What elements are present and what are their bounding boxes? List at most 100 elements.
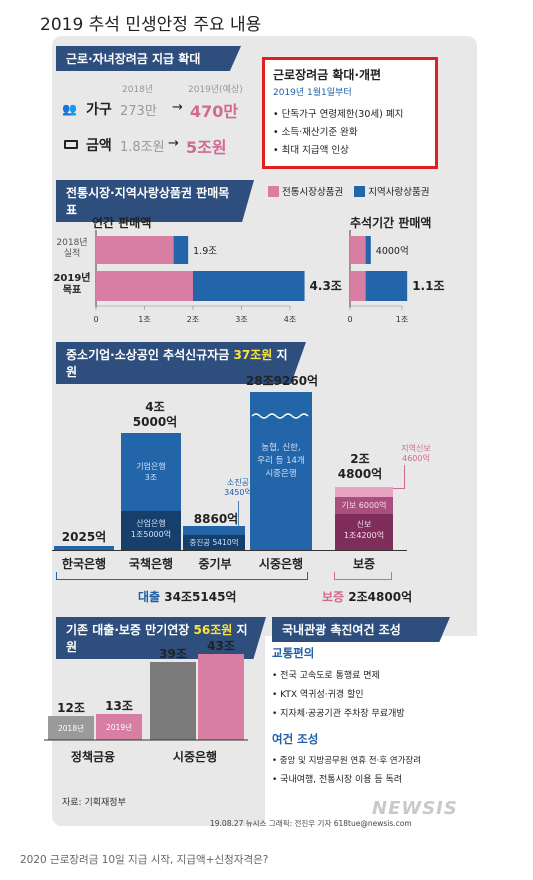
bojeung-top-a: 2조 [350, 452, 370, 466]
s5-item: • 중앙 및 지방공무원 연휴 전·후 연가장려 [272, 756, 422, 766]
page-title: 2019 추석 민생안정 주요 내용 [40, 10, 261, 35]
legend-label-pink: 전통시장상품권 [282, 187, 344, 198]
s5-item: • KTX 역귀성·귀경 할인 [272, 690, 364, 700]
s2-row1-label: 2018년 실적 [50, 238, 94, 260]
s1-box-item: • 단독가구 연령제한(30세) 폐지 [273, 109, 404, 120]
s1-box-item: • 소득·재산기준 완화 [273, 127, 358, 138]
s4-banner-post: 지원 [66, 623, 248, 654]
bojeung-annot-b: 4600억 [402, 454, 430, 463]
s3-banner-hl: 37조원 [233, 348, 273, 362]
s1-row2: 금액 1.8조원 → 5조원 [62, 134, 262, 157]
label-hanguk: 한국은행 [61, 557, 107, 571]
s1-box-item: • 최대 지급액 인상 [273, 145, 349, 156]
chart1-bar-pink [350, 271, 366, 301]
s2-banner: 전통시장·지역사랑상품권 판매목표 [56, 180, 254, 222]
label-gukchaek: 국책은행 [128, 557, 174, 571]
s4-banner-pre: 기존 대출·보증 만기연장 [66, 623, 194, 637]
s4-value-label: 13조 [105, 699, 133, 713]
chart1-bar-pink [350, 236, 366, 264]
gukchaek-lower-a: 산업은행 [136, 519, 166, 528]
s3-banner-post: 지원 [66, 348, 288, 379]
people-icon: 👥 [62, 102, 77, 116]
s2-legend: 전통시장상품권 지역사랑상품권 [268, 184, 429, 198]
s4-cat2: 시중은행 [172, 750, 218, 764]
jung-bar: 중진공 5410억 [183, 526, 245, 550]
gukchaek-top-a: 4조 [145, 400, 165, 414]
loan-total-b: 34조5145억 [164, 590, 237, 604]
s2-row2-label-b: 목표 [62, 285, 82, 296]
guar-total-b: 2조4800억 [348, 590, 413, 604]
legend-swatch-blue [354, 186, 366, 197]
s4-panel [265, 636, 477, 826]
jung-annot-a: 소진공 [226, 478, 250, 487]
gukchaek-top: 4조 5000억 [120, 400, 190, 430]
s5-item: • 국내여행, 전통시장 이용 등 독려 [272, 775, 403, 785]
s4-bar-2019 [96, 714, 142, 740]
s5-item-text: 전국 고속도로 통행료 면제 [280, 671, 380, 681]
s4-value-label: 12조 [57, 701, 85, 715]
sijung-inner-line: 시중은행 [265, 469, 297, 479]
legend-swatch-pink [268, 186, 279, 197]
sijung-inner-line: 우리 등 14개 [257, 456, 305, 466]
credit: 19.08.27 뉴시스 그래픽: 전진우 기자 618tue@newsis.c… [210, 819, 412, 828]
bojeung-low-b: 1조4200억 [343, 531, 385, 540]
bojeung-mid-text: 기보 6000억 [341, 501, 387, 510]
jung-upper [183, 526, 245, 535]
s4-bar-2018 [150, 662, 196, 740]
chart0-tick-label: 1조 [138, 315, 150, 324]
s5-item-text: 지자체·공공기관 주차장 무료개방 [280, 709, 405, 719]
s4-value-label: 39조 [159, 647, 187, 661]
caption: 2020 근로장려금 10일 지급 시작, 지급액+신청자격은? [20, 854, 269, 866]
hanguk-value: 2025억 [61, 530, 107, 544]
s5-content: 교통편의 • 전국 고속도로 통행료 면제 • KTX 역귀성·귀경 할인 • … [272, 645, 477, 785]
chart1-value-label: 4000억 [376, 245, 409, 257]
s4-year-label: 2019년 [106, 722, 132, 732]
s2-right-title: 추석기간 판매액 [350, 216, 432, 230]
s2-row1-label-b: 실적 [63, 249, 81, 259]
sijung-bar: 농협, 신한, 우리 등 14개 시중은행 [250, 392, 312, 550]
s2-left-title: 연간 판매액 [92, 216, 152, 230]
s4-bar-2018 [48, 716, 94, 740]
s5-item-text: 중앙 및 지방공무원 연휴 전·후 연가장려 [279, 756, 422, 766]
s1-box-item-text: 단독가구 연령제한(30세) 폐지 [281, 109, 404, 120]
sijung-inner-line: 농협, 신한, [261, 443, 301, 453]
s5-h1: 교통편의 [272, 646, 315, 660]
chart1-value-label: 1.1조 [412, 279, 444, 293]
s1-row2-arrow: → [168, 136, 179, 151]
s4-banner-hl: 56조원 [193, 623, 233, 637]
chart0-tick-label: 4조 [284, 315, 296, 324]
chart0-tick-label: 0 [93, 315, 98, 324]
label-sijung: 시중은행 [258, 557, 304, 571]
wave-icon [251, 413, 309, 419]
s4-bar-2019 [198, 654, 244, 740]
s1-row1-now: 470만 [190, 102, 239, 121]
s5-banner: 국내관광 촉진여건 조성 [272, 617, 450, 642]
chart1-tick-label: 0 [347, 315, 352, 324]
s1-year-prev: 2018년 [122, 85, 154, 95]
s5-item-text: 국내여행, 전통시장 이용 등 독려 [280, 775, 403, 785]
s4-banner: 기존 대출·보증 만기연장 56조원 지원 [56, 617, 266, 659]
gukchaek-upper: 기업은행 3조 [121, 433, 181, 511]
chart0-bar-pink [96, 236, 174, 264]
s1-row1-label: 가구 [86, 102, 112, 118]
s1-row1-prev: 273만 [120, 104, 157, 119]
bojeung-low-a: 신보 [356, 520, 372, 529]
chart0-tick-label: 2조 [187, 315, 199, 324]
s4-source: 자료: 기획재정부 [62, 798, 126, 808]
s5-item: • 전국 고속도로 통행료 면제 [272, 671, 380, 681]
s1-row2-prev: 1.8조원 [120, 140, 165, 155]
s4-cat1: 정책금융 [70, 750, 116, 764]
s4-chart: 12조 2018년 39조 13조 2019년 43조 [44, 639, 248, 741]
s1-box-item-text: 소득·재산기준 완화 [281, 127, 358, 138]
chart0-bar-blue [173, 236, 189, 264]
guar-total-a: 보증 [322, 590, 345, 604]
bojeung-top: 2조 4800억 [330, 452, 390, 482]
chart0-bar-pink [96, 271, 193, 301]
s1-box-sub: 2019년 1월1일부터 [273, 88, 352, 98]
s1-redbox: 근로장려금 확대·개편 2019년 1월1일부터 • 단독가구 연령제한(30세… [262, 57, 438, 169]
s1-row2-now: 5조원 [186, 138, 227, 157]
s3-banner: 중소기업·소상공인 추석신규자금 37조원 지원 [56, 342, 306, 384]
gukchaek-top-b: 5000억 [132, 415, 178, 429]
gukchaek-upper-a: 기업은행 [136, 462, 166, 471]
s1-banner: 근로·자녀장려금 지급 확대 [56, 46, 241, 71]
